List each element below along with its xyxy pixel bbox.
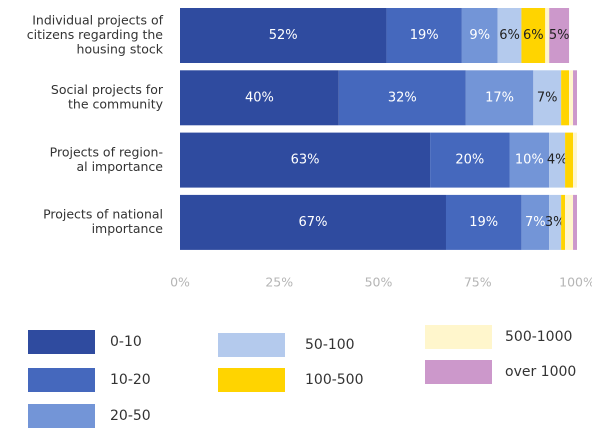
bar-segment — [180, 8, 387, 63]
bar-segment — [565, 132, 574, 188]
value-label: 32% — [388, 90, 417, 105]
bar-segment — [561, 194, 566, 250]
x-tick-label: 50% — [365, 275, 393, 290]
category-label: housing stock — [77, 42, 164, 57]
bar-segment — [573, 132, 577, 188]
value-label: 7% — [537, 90, 558, 105]
value-label: 20% — [455, 153, 484, 168]
value-label: 63% — [291, 153, 320, 168]
legend-label: over 1000 — [505, 364, 576, 380]
legend-swatch — [28, 404, 95, 428]
legend-label: 100-500 — [305, 372, 364, 388]
x-tick-label: 25% — [265, 275, 293, 290]
x-tick-label: 100% — [559, 275, 592, 290]
category-label: Individual projects of — [32, 13, 163, 28]
legend-label: 0-10 — [110, 334, 142, 350]
bar-segment — [549, 132, 566, 188]
value-label: 3% — [545, 215, 566, 230]
x-tick-label: 0% — [170, 275, 190, 290]
bar-segment — [561, 70, 570, 126]
bar-segment — [430, 132, 510, 188]
value-label: 19% — [469, 215, 498, 230]
category-label: the community — [68, 97, 164, 112]
value-label: 67% — [299, 215, 328, 230]
bar-segment — [569, 70, 574, 126]
value-label: 52% — [269, 28, 298, 43]
value-label: 10% — [515, 153, 544, 168]
bar-segment — [180, 132, 431, 188]
bar-segment — [533, 70, 562, 126]
value-label: 19% — [410, 28, 439, 43]
legend-swatch — [218, 333, 285, 357]
category-label: al importance — [76, 159, 163, 174]
value-label: 4% — [547, 153, 568, 168]
value-label: 40% — [245, 90, 274, 105]
bar-segment — [445, 194, 522, 250]
bar-segment — [497, 8, 522, 63]
legend-label: 50-100 — [305, 337, 355, 353]
legend-swatch — [425, 325, 492, 349]
value-label: 5% — [549, 28, 570, 43]
bar-segment — [509, 132, 550, 188]
bar-segment — [461, 8, 498, 63]
bar-segment — [180, 70, 339, 126]
legend-swatch — [28, 368, 95, 392]
bar-segment — [386, 8, 462, 63]
bar-segment — [338, 70, 466, 126]
bar-segment — [521, 8, 546, 63]
bar-segment — [549, 194, 562, 250]
value-label: 17% — [485, 90, 514, 105]
x-tick-label: 75% — [464, 275, 492, 290]
bar-segment — [465, 70, 534, 126]
legend-swatch — [218, 368, 285, 392]
value-label: 6% — [499, 28, 520, 43]
bar-segment — [573, 70, 577, 126]
legend-swatch — [425, 360, 492, 384]
value-label: 9% — [469, 28, 490, 43]
legend-label: 20-50 — [110, 408, 151, 424]
bar-segment — [521, 194, 550, 250]
category-label: Projects of region- — [50, 144, 163, 159]
bar-segment — [545, 8, 550, 63]
category-label: citizens regarding the — [27, 27, 164, 42]
category-label: importance — [92, 221, 164, 236]
legend-label: 500-1000 — [505, 329, 572, 345]
category-label: Social projects for — [51, 82, 164, 97]
value-label: 7% — [525, 215, 546, 230]
bar-segment — [573, 194, 577, 250]
legend-label: 10-20 — [110, 372, 151, 388]
bar-segment — [180, 194, 446, 250]
category-label: Projects of national — [43, 207, 163, 222]
bar-segment — [549, 8, 570, 63]
bar-segment — [565, 194, 574, 250]
value-label: 6% — [523, 28, 544, 43]
legend-swatch — [28, 330, 95, 354]
